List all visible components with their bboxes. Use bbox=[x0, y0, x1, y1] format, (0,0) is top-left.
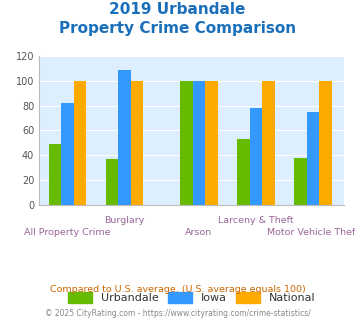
Bar bbox=[74, 81, 86, 205]
Bar bbox=[307, 112, 319, 205]
Bar bbox=[106, 159, 118, 205]
Text: © 2025 CityRating.com - https://www.cityrating.com/crime-statistics/: © 2025 CityRating.com - https://www.city… bbox=[45, 309, 310, 317]
Text: All Property Crime: All Property Crime bbox=[24, 228, 111, 237]
Bar bbox=[118, 70, 131, 205]
Text: Burglary: Burglary bbox=[104, 216, 145, 225]
Bar bbox=[131, 81, 143, 205]
Bar bbox=[180, 81, 192, 205]
Bar bbox=[250, 108, 262, 205]
Bar bbox=[294, 157, 307, 205]
Bar bbox=[205, 81, 218, 205]
Text: Larceny & Theft: Larceny & Theft bbox=[218, 216, 294, 225]
Bar bbox=[61, 103, 74, 205]
Legend: Urbandale, Iowa, National: Urbandale, Iowa, National bbox=[63, 287, 320, 308]
Text: Motor Vehicle Theft: Motor Vehicle Theft bbox=[267, 228, 355, 237]
Text: Arson: Arson bbox=[185, 228, 212, 237]
Text: Compared to U.S. average. (U.S. average equals 100): Compared to U.S. average. (U.S. average … bbox=[50, 285, 305, 294]
Bar bbox=[237, 139, 250, 205]
Bar bbox=[192, 81, 205, 205]
Text: Property Crime Comparison: Property Crime Comparison bbox=[59, 21, 296, 36]
Bar bbox=[49, 144, 61, 205]
Text: 2019 Urbandale: 2019 Urbandale bbox=[109, 2, 246, 16]
Bar bbox=[319, 81, 332, 205]
Bar bbox=[262, 81, 275, 205]
